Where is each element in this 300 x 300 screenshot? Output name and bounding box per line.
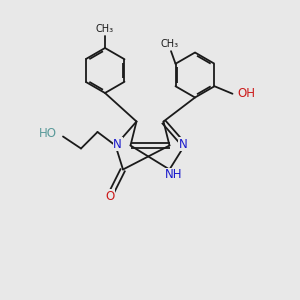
Text: HO: HO (39, 127, 57, 140)
Text: O: O (105, 190, 114, 203)
Text: N: N (113, 137, 122, 151)
Text: OH: OH (237, 87, 255, 100)
Text: NH: NH (165, 168, 183, 182)
Text: CH₃: CH₃ (160, 39, 178, 49)
Text: N: N (178, 137, 188, 151)
Text: CH₃: CH₃ (96, 24, 114, 34)
